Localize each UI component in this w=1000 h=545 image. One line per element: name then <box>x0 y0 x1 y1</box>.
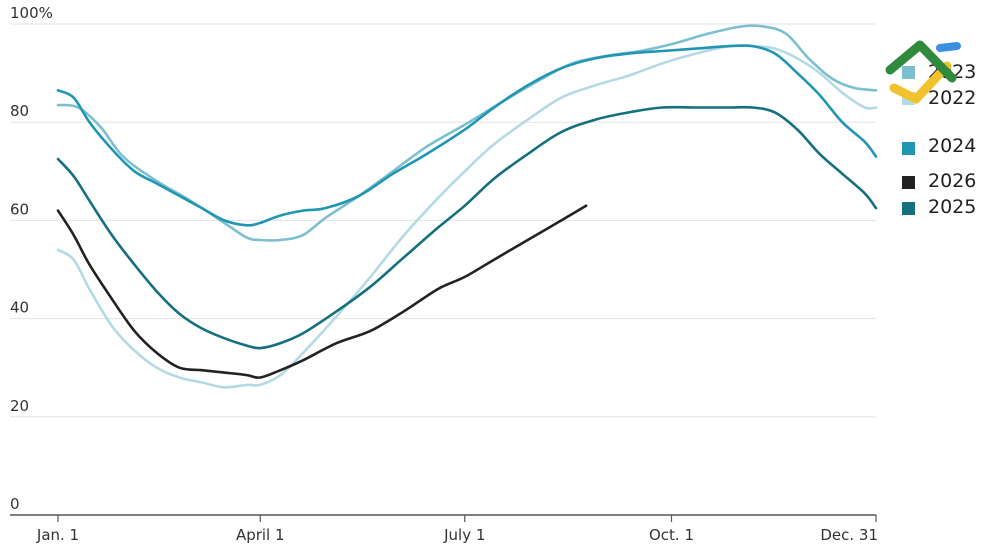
y-tick-label: 60 <box>10 200 29 218</box>
legend-label-2024: 2024 <box>928 135 976 157</box>
series-lines <box>56 24 878 389</box>
series-line-2025 <box>56 105 878 350</box>
series-line-2023 <box>56 24 878 242</box>
series-line-2026 <box>56 204 588 379</box>
legend: 2023 2022 2024 2026 2025 <box>902 61 976 218</box>
x-tick-label: Dec. 31 <box>820 526 878 544</box>
legend-label-2025: 2025 <box>928 196 976 218</box>
x-tick-label: Jan. 1 <box>36 526 79 544</box>
series-line-2024 <box>56 44 878 227</box>
legend-label-2022: 2022 <box>928 87 976 109</box>
x-tick-label: July 1 <box>443 526 485 544</box>
y-tick-label: 20 <box>10 397 29 415</box>
x-tick-label: April 1 <box>236 526 285 544</box>
y-tick-label: 100% <box>10 4 53 22</box>
watermark-logo-icon <box>885 40 961 104</box>
legend-label-2026: 2026 <box>928 170 976 192</box>
series-line-2022 <box>56 44 878 389</box>
y-tick-label: 40 <box>10 299 29 317</box>
y-axis-labels: 100% 80 60 40 20 0 <box>10 4 53 513</box>
x-tick-label: Oct. 1 <box>649 526 694 544</box>
legend-swatch-2023 <box>902 66 915 79</box>
y-tick-label: 0 <box>10 495 20 513</box>
y-tick-label: 80 <box>10 102 29 120</box>
legend-swatch-2025 <box>902 202 915 215</box>
gridlines <box>10 23 876 418</box>
legend-swatch-2024 <box>902 142 915 155</box>
x-axis: Jan. 1 April 1 July 1 Oct. 1 Dec. 31 <box>36 515 878 544</box>
legend-swatch-2026 <box>902 176 915 189</box>
